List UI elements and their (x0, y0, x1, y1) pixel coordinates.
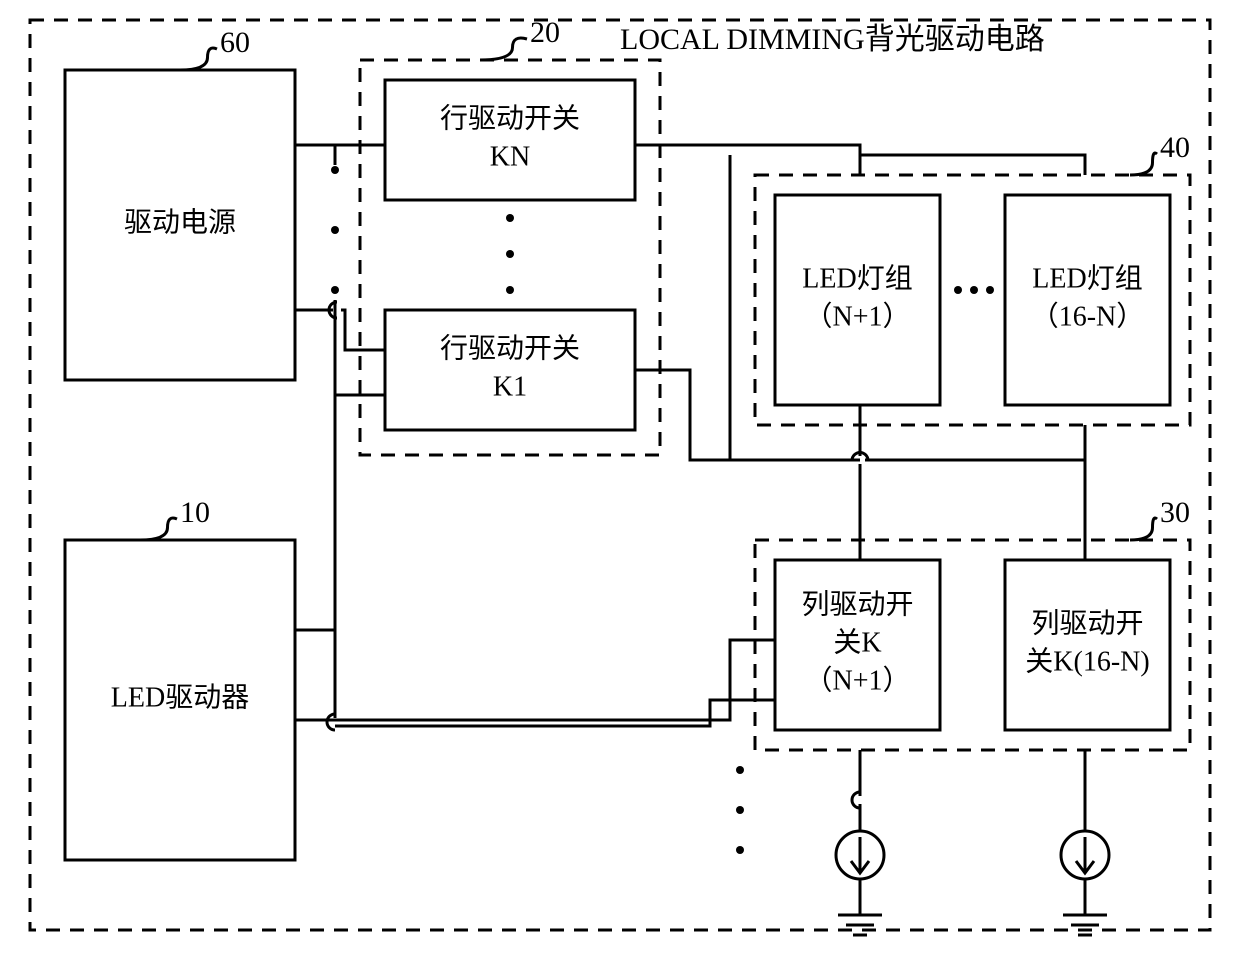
callout-leader (1130, 518, 1157, 540)
svg-text:（16-N）: （16-N） (1031, 300, 1145, 332)
ellipsis-dot (331, 226, 339, 234)
wire (635, 145, 860, 175)
wire (335, 630, 775, 726)
ellipsis-dot (506, 214, 514, 222)
block-row_switch_k1 (385, 310, 635, 430)
ref-label-led_array: 40 (1160, 131, 1190, 164)
svg-text:（N+1）: （N+1） (804, 664, 910, 696)
svg-text:列驱动开: 列驱动开 (1031, 607, 1143, 639)
svg-text:LED灯组: LED灯组 (1032, 262, 1142, 294)
ref-label-led_driver: 10 (180, 496, 210, 529)
block-led_group_a (775, 195, 940, 405)
svg-text:K1: K1 (493, 371, 527, 402)
svg-text:行驱动开关: 行驱动开关 (440, 332, 580, 364)
wire (635, 155, 730, 460)
callout-leader (1130, 153, 1157, 175)
wire (690, 425, 1085, 460)
ellipsis-dot (736, 806, 744, 814)
callout-leader (180, 48, 217, 70)
current-source-arrow (1076, 837, 1094, 873)
block-led_array (755, 175, 1190, 425)
callout-leader (140, 518, 177, 540)
svg-text:列驱动开: 列驱动开 (801, 588, 913, 620)
ref-label-row_group: 20 (530, 16, 560, 49)
current-source-arrow (851, 837, 869, 873)
ref-label-col_group: 30 (1160, 496, 1190, 529)
ellipsis-dot (331, 286, 339, 294)
ellipsis-dot (986, 286, 994, 294)
svg-text:行驱动开关: 行驱动开关 (440, 102, 580, 134)
wire (295, 310, 385, 350)
svg-text:LED驱动器: LED驱动器 (111, 682, 249, 713)
wire (295, 640, 775, 720)
ellipsis-dot (736, 846, 744, 854)
block-led_group_b (1005, 195, 1170, 405)
svg-text:关K: 关K (833, 626, 881, 658)
diagram-title: LOCAL DIMMING背光驱动电路 (620, 23, 1045, 56)
ellipsis-dot (954, 286, 962, 294)
block-col_group (755, 540, 1190, 750)
ref-label-power_supply: 60 (220, 26, 250, 59)
block-col_switch_b (1005, 560, 1170, 730)
svg-text:关K(16-N): 关K(16-N) (1025, 645, 1149, 677)
svg-text:（N+1）: （N+1） (804, 300, 910, 332)
svg-text:驱动电源: 驱动电源 (124, 206, 236, 238)
ellipsis-dot (736, 766, 744, 774)
wire (860, 155, 1085, 175)
svg-text:KN: KN (490, 141, 530, 172)
ellipsis-dot (970, 286, 978, 294)
callout-leader (480, 38, 527, 60)
block-row_switch_kn (385, 80, 635, 200)
ellipsis-dot (506, 250, 514, 258)
svg-text:LED灯组: LED灯组 (802, 262, 912, 294)
ellipsis-dot (506, 286, 514, 294)
wire (295, 300, 335, 630)
ellipsis-dot (331, 166, 339, 174)
